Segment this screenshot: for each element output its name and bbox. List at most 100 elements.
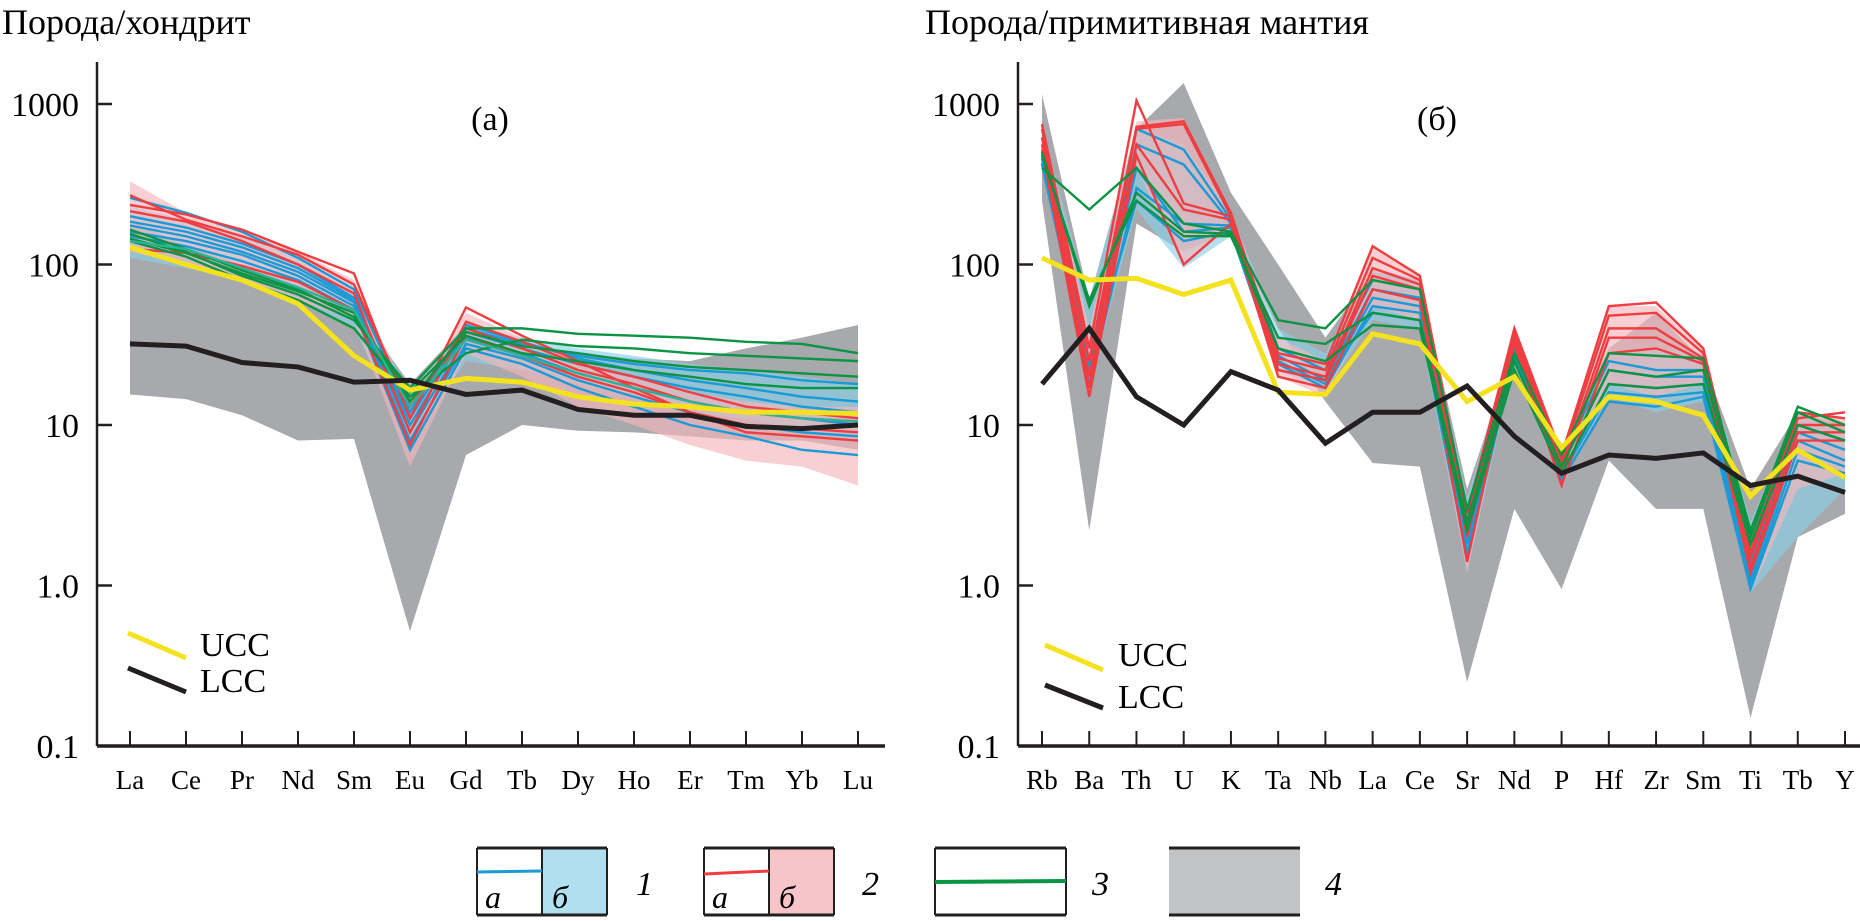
x-tick-label-ti: Ti [1739,765,1762,795]
legend-item-1: а б 1 [476,846,653,917]
legend-1a-line [476,869,543,874]
legend-4-number: 4 [1325,866,1342,903]
series-line-3 [129,232,859,390]
x-tick-label-tb: Tb [1783,765,1813,795]
legend-item-3: 3 [934,846,1109,917]
field-4-gray-band [130,219,858,632]
legend-2b-label: б [779,879,796,915]
x-tick-label-ce: Ce [171,765,201,795]
panel-b-ylabel: Порода/примитивная мантия [925,2,1369,42]
legend-2a-line [703,869,770,876]
panel-b-x-ticks: Rb Ba Th U K Ta Nb La Ce Sr Nd P Hf Zr Sm Ti Tb Y [1026,731,1855,795]
panel-a-y-ticks: 1000 100 10 1.0 0.1 [11,87,112,766]
y-tick-label: 0.1 [958,729,1001,766]
x-tick-label-ce: Ce [1405,765,1435,795]
x-tick-label-eu: Eu [395,765,425,795]
x-tick-label-nd: Nd [282,765,315,795]
series-line-2a [129,209,859,436]
series-line-3 [1040,151,1846,549]
legend-item-4: 4 [1169,846,1342,917]
legend-3-line [934,879,1067,884]
legend-1-number: 1 [636,866,653,903]
x-tick-label-nb: Nb [1309,765,1342,795]
series-line-1a [129,235,859,457]
x-tick-label-p: P [1554,765,1569,795]
lcc-legend-label: LCC [1118,679,1184,716]
lcc-legend-label: LCC [200,663,266,700]
series-line-3 [129,228,858,395]
x-tick-label-ba: Ba [1074,765,1104,795]
y-tick-label: 1000 [932,87,1000,124]
panel-a-label: (a) [471,101,509,138]
bottom-legend: а б 1 а б 2 3 4 [476,846,1342,917]
x-tick-label-pr: Pr [230,765,254,795]
legend-4-fill [1169,848,1300,915]
series-line-3 [1040,154,1846,542]
series-line-ucc [1040,255,1847,501]
series-line-1a [129,220,859,421]
series-line-ucc [129,244,859,416]
x-tick-label-ta: Ta [1265,765,1292,795]
lcc-legend-swatch [1044,682,1104,711]
panel-a-chondrite: Порода/хондрит (a) 1000 100 10 1.0 0.1 La Ce P… [2,2,885,795]
x-tick-label-rb: Rb [1026,765,1058,795]
legend-item-2: а б 2 [703,846,879,917]
series-line-lcc [1040,324,1846,495]
legend-1b-fill [542,848,607,915]
x-tick-label-sm: Sm [1685,765,1721,795]
series-line-lcc [129,341,859,432]
field-1b-blue-band [1042,126,1845,593]
x-tick-label-sr: Sr [1455,765,1479,795]
panel-b-axes [1016,62,1860,748]
series-line-1a [129,196,859,415]
x-tick-label-tb: Tb [507,765,537,795]
ucc-legend-swatch [1044,642,1104,673]
x-tick-label-la: La [116,765,144,795]
x-tick-label-gd: Gd [450,765,483,795]
y-tick-label: 10 [45,408,79,445]
panel-a-inset-legend: UCC LCC [127,627,270,700]
x-tick-label-er: Er [677,765,702,795]
panel-b-label: (б) [1417,101,1457,138]
legend-1a-label: а [485,879,501,915]
legend-2b-fill [769,848,834,915]
panel-b-y-ticks: 1000 100 10 1.0 0.1 [932,87,1033,766]
panel-a-axes [95,62,885,748]
panel-a-x-ticks: La Ce Pr Nd Sm Eu Gd Tb Dy Ho Er Tm Yb Lu [116,731,873,795]
x-tick-label-y: Y [1835,765,1855,795]
lcc-legend-swatch [127,665,187,695]
ucc-legend-swatch [127,630,187,661]
x-tick-label-zr: Zr [1643,765,1668,795]
x-tick-label-th: Th [1121,765,1151,795]
x-tick-label-sm: Sm [336,765,372,795]
legend-2a-label: а [712,879,728,915]
panel-b-primitive-mantle: Порода/примитивная мантия (б) 1000100101… [925,2,1860,795]
x-tick-label-ho: Ho [618,765,651,795]
series-line-3 [129,237,859,404]
x-tick-label-nd: Nd [1498,765,1531,795]
panel-a-ylabel: Порода/хондрит [2,2,251,42]
y-tick-label: 1.0 [37,569,80,606]
x-tick-label-tm: Tm [727,765,765,795]
x-tick-label-dy: Dy [562,765,595,795]
x-tick-label-k: K [1221,765,1241,795]
legend-2-number: 2 [862,866,879,903]
ucc-legend-label: UCC [200,627,270,664]
y-tick-label: 10 [966,408,1000,445]
panel-b-series [1040,96,1847,594]
y-tick-label: 1000 [11,87,79,124]
panel-a-series [129,194,859,457]
legend-3-number: 3 [1091,866,1109,903]
x-tick-label-yb: Yb [786,765,819,795]
panel-b-inset-legend: UCC LCC [1044,637,1188,716]
legend-1b-label: б [552,879,569,915]
x-tick-label-lu: Lu [843,765,873,795]
series-line-2a [129,203,859,442]
x-tick-label-u: U [1174,765,1194,795]
y-tick-label: 1.0 [958,569,1001,606]
y-tick-label: 100 [28,248,79,285]
x-tick-label-hf: Hf [1595,765,1624,795]
field-1b-blue-band [130,206,858,441]
y-tick-label: 100 [949,248,1000,285]
